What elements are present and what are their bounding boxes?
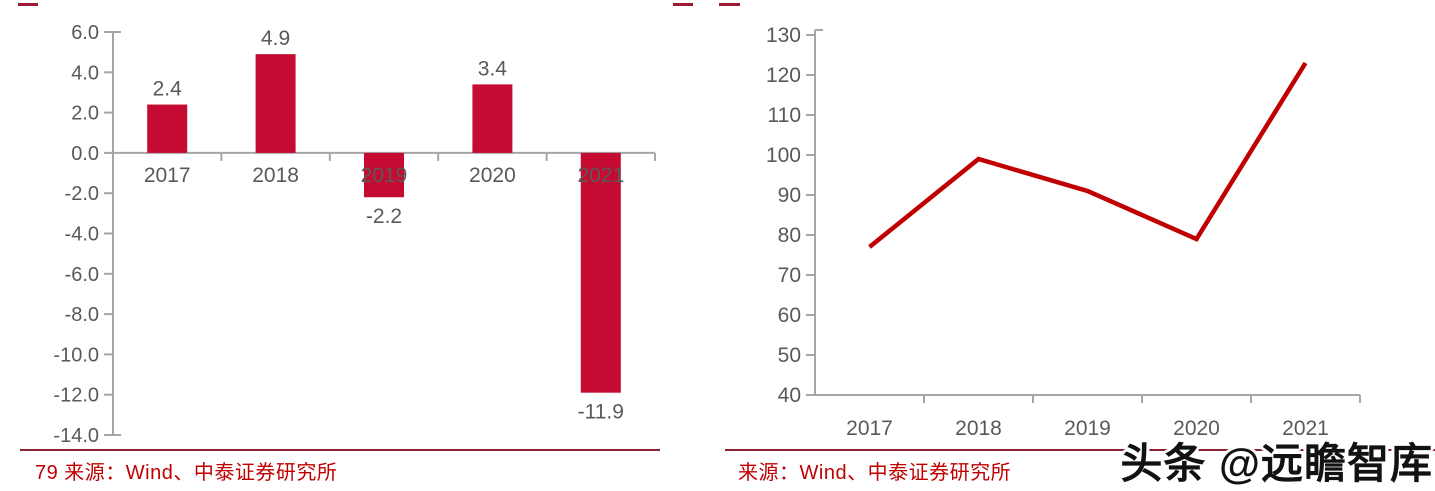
y-tick-label: 0.0 — [71, 143, 99, 165]
y-tick-label: 2.0 — [71, 103, 99, 125]
x-category-label: 2018 — [252, 164, 299, 187]
y-tick-label: 90 — [778, 184, 801, 207]
x-category-label: 2020 — [469, 164, 516, 187]
line-chart-canvas: 130 120 110 100 90 80 70 60 50 40 2017 2018 2019 2020… — [766, 24, 1361, 440]
bar — [364, 152, 404, 198]
x-category-label: 2018 — [955, 417, 1002, 440]
bar-chart-yoy: 6.0 4.0 2.0 0.0 -2.0 -4.0 -6.0 -8.0 -10.0 -12.0 -1… — [0, 0, 700, 448]
x-category-label: 2020 — [1173, 417, 1220, 440]
bar-value-label: 4.9 — [261, 27, 290, 50]
y-tick-label: 40 — [778, 384, 801, 407]
y-tick-label: 50 — [778, 344, 801, 367]
x-category-label: 2021 — [577, 164, 624, 187]
y-tick-label: -8.0 — [65, 304, 99, 326]
x-category-label: 2017 — [144, 164, 191, 187]
x-category-label: 2021 — [1282, 417, 1329, 440]
x-category-label: 2019 — [1064, 417, 1111, 440]
y-tick-label: 80 — [778, 224, 801, 247]
bar-chart-canvas: 6.0 4.0 2.0 0.0 -2.0 -4.0 -6.0 -8.0 -10.0 -12.0 -1… — [53, 22, 656, 447]
y-tick-label: -12.0 — [53, 385, 99, 407]
bar-value-label: 3.4 — [478, 57, 508, 80]
y-tick-label: -4.0 — [65, 224, 99, 246]
y-tick-label: 110 — [768, 104, 801, 127]
y-tick-label: 100 — [766, 144, 801, 167]
y-tick-label: -6.0 — [65, 264, 99, 286]
source-divider-left — [20, 449, 660, 451]
crop-mark — [673, 3, 693, 6]
bar — [147, 104, 188, 153]
y-tick-label: 130 — [766, 24, 801, 47]
bar-value-label: 2.4 — [153, 78, 183, 101]
series-line — [868, 61, 1308, 249]
source-text-right: 来源：Wind、中泰证券研究所 — [738, 462, 1012, 484]
bar — [580, 152, 621, 393]
crop-mark — [18, 3, 38, 6]
y-tick-label: -14.0 — [53, 425, 99, 447]
source-text-left: 79 来源：Wind、中泰证券研究所 — [35, 462, 338, 484]
watermark: 头条 @远瞻智库 — [1120, 440, 1433, 487]
x-category-label: 2019 — [361, 164, 408, 187]
y-tick-label: 70 — [778, 264, 801, 287]
y-tick-label: 120 — [766, 64, 801, 87]
crop-mark — [719, 3, 740, 6]
bar-value-label: -11.9 — [578, 401, 624, 424]
bar — [472, 84, 513, 153]
x-category-label: 2017 — [846, 417, 893, 440]
y-tick-label: -2.0 — [65, 183, 99, 205]
y-tick-label: 4.0 — [71, 62, 99, 84]
y-tick-label: 60 — [778, 304, 801, 327]
bar-value-label: -2.2 — [366, 205, 402, 228]
y-tick-label: 6.0 — [71, 22, 99, 44]
line-chart-index: 130 120 110 100 90 80 70 60 50 40 2017 2018 2019 2020… — [700, 0, 1435, 448]
bar — [255, 54, 296, 153]
y-tick-label: -10.0 — [53, 344, 99, 366]
source-divider-right — [725, 449, 1435, 451]
